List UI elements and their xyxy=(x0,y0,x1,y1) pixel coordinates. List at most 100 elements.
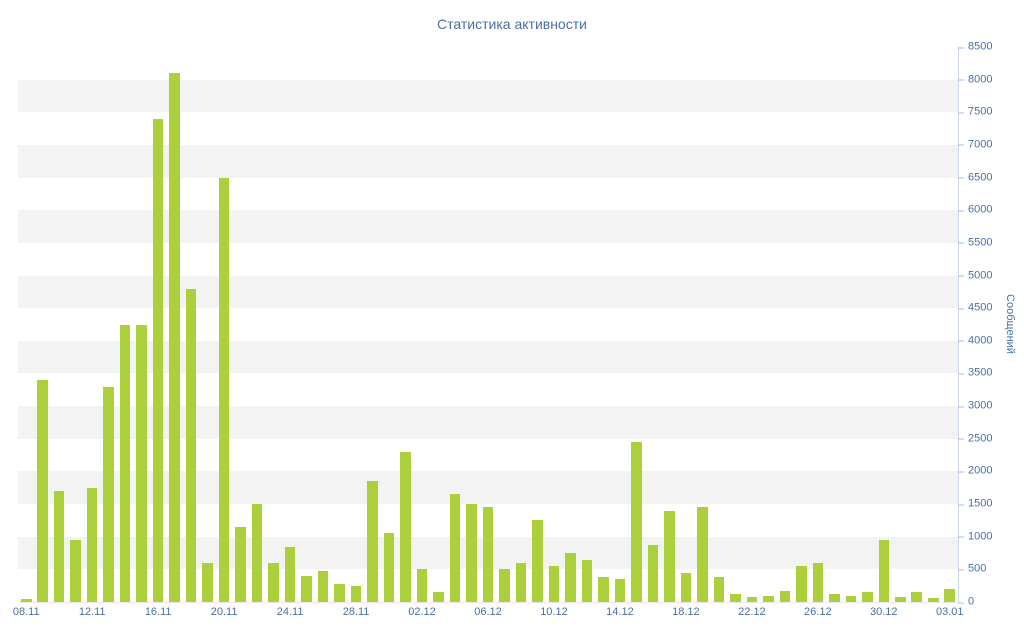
bar-18.12[interactable] xyxy=(680,572,692,602)
plot-area xyxy=(18,47,958,602)
bar-11.12[interactable] xyxy=(565,553,576,602)
bar-31.12[interactable] xyxy=(895,596,906,602)
x-tick-label-10.12: 10.12 xyxy=(540,606,568,618)
bar-09.12[interactable] xyxy=(532,520,543,602)
bar-03.12[interactable] xyxy=(433,592,444,602)
bar-12.12[interactable] xyxy=(581,559,593,602)
grid-band xyxy=(18,79,958,113)
bar-08.11[interactable] xyxy=(20,598,32,602)
y-tick-label-3000: 3000 xyxy=(957,399,993,412)
y-tick-label-0: 0 xyxy=(957,595,975,608)
bar-14.11[interactable] xyxy=(119,324,131,602)
y-tick-label-500: 500 xyxy=(957,562,987,575)
x-tick-label-22.12: 22.12 xyxy=(738,606,766,618)
y-tick-label-7000: 7000 xyxy=(957,138,993,151)
x-tick-label-03.01: 03.01 xyxy=(935,606,964,618)
bar-28.12[interactable] xyxy=(845,596,857,602)
y-tick-label-6500: 6500 xyxy=(957,171,993,184)
x-axis: 08.11 12.11 16.11 20.11 24.11 28.11 02.12 06.12… xyxy=(13,606,964,622)
y-tick-label-7500: 7500 xyxy=(957,105,993,118)
bar-13.11[interactable] xyxy=(103,386,114,602)
bar-29.11[interactable] xyxy=(367,481,378,602)
y-tick-label-4000: 4000 xyxy=(957,334,993,347)
bar-01.01[interactable] xyxy=(911,591,923,602)
grid-band xyxy=(18,47,958,80)
bar-10.11[interactable] xyxy=(53,491,65,602)
bar-20.12[interactable] xyxy=(713,577,725,602)
x-tick-label-24.11: 24.11 xyxy=(276,606,304,618)
bar-21.11[interactable] xyxy=(235,526,246,602)
y-tick-label-3500: 3500 xyxy=(957,366,993,379)
y-tick-label-8500: 8500 xyxy=(957,40,993,53)
bar-27.12[interactable] xyxy=(829,593,840,602)
y-axis-title: Сообщений xyxy=(1004,294,1016,354)
bar-18.11[interactable] xyxy=(185,288,197,602)
bar-06.12[interactable] xyxy=(482,507,494,602)
y-axis-line xyxy=(958,47,959,603)
bar-22.11[interactable] xyxy=(251,504,263,602)
bar-26.11[interactable] xyxy=(317,570,329,602)
y-tick-label-1000: 1000 xyxy=(957,530,993,543)
bar-08.12[interactable] xyxy=(515,562,527,602)
y-tick-label-6000: 6000 xyxy=(957,203,993,216)
y-tick-label-2000: 2000 xyxy=(957,464,993,477)
bar-27.11[interactable] xyxy=(334,583,345,602)
chart-title: Статистика активности xyxy=(437,16,587,32)
bar-23.11[interactable] xyxy=(268,562,279,602)
bar-05.12[interactable] xyxy=(466,504,477,602)
bar-24.12[interactable] xyxy=(779,590,791,602)
bar-29.12[interactable] xyxy=(862,591,873,602)
y-axis: 0 500 1000 1500 2000 2500 3000 3500 4000 4500 5000… xyxy=(957,41,1018,607)
bar-02.12[interactable] xyxy=(416,569,428,602)
bar-16.12[interactable] xyxy=(647,544,659,602)
y-tick-label-2500: 2500 xyxy=(957,432,993,445)
bar-21.12[interactable] xyxy=(730,594,741,602)
bar-09.11[interactable] xyxy=(37,380,48,602)
bar-13.12[interactable] xyxy=(598,577,609,602)
bar-14.12[interactable] xyxy=(614,579,626,602)
bar-07.12[interactable] xyxy=(499,569,510,602)
bar-25.11[interactable] xyxy=(301,575,312,602)
bar-19.12[interactable] xyxy=(697,507,708,602)
x-tick-label-28.11: 28.11 xyxy=(342,606,370,618)
bar-17.12[interactable] xyxy=(664,510,675,602)
x-tick-label-08.11: 08.11 xyxy=(12,606,40,618)
bar-30.12[interactable] xyxy=(878,539,890,602)
y-tick-label-1500: 1500 xyxy=(957,497,993,510)
bar-20.11[interactable] xyxy=(218,177,230,602)
y-tick-label-5000: 5000 xyxy=(957,269,993,282)
y-tick-label-5500: 5500 xyxy=(957,236,993,249)
y-tick-label-4500: 4500 xyxy=(957,301,993,314)
bar-30.11[interactable] xyxy=(383,533,395,602)
bar-23.12[interactable] xyxy=(763,596,774,602)
bar-17.11[interactable] xyxy=(169,73,180,602)
bar-16.11[interactable] xyxy=(152,118,164,602)
x-tick-label-26.12: 26.12 xyxy=(804,606,832,618)
bar-25.12[interactable] xyxy=(796,566,807,602)
bar-19.11[interactable] xyxy=(202,562,213,602)
x-tick-label-18.12: 18.12 xyxy=(672,606,700,618)
bar-03.01[interactable] xyxy=(944,588,956,602)
x-tick-label-30.12: 30.12 xyxy=(870,606,898,618)
bar-15.11[interactable] xyxy=(136,324,147,602)
bar-28.11[interactable] xyxy=(350,585,362,602)
x-tick-label-20.11: 20.11 xyxy=(210,606,238,618)
bar-26.12[interactable] xyxy=(812,562,824,602)
bar-10.12[interactable] xyxy=(548,566,560,602)
bar-12.11[interactable] xyxy=(86,487,98,602)
x-tick-label-14.12: 14.12 xyxy=(606,606,634,618)
x-tick-label-16.11: 16.11 xyxy=(144,606,172,618)
x-tick-label-02.12: 02.12 xyxy=(408,606,436,618)
x-tick-label-12.11: 12.11 xyxy=(78,606,106,618)
bar-15.12[interactable] xyxy=(631,442,642,602)
bar-24.11[interactable] xyxy=(284,546,296,602)
bar-02.01[interactable] xyxy=(927,598,939,602)
bar-04.12[interactable] xyxy=(449,494,461,602)
bar-22.12[interactable] xyxy=(746,596,758,602)
x-tick-label-06.12: 06.12 xyxy=(474,606,502,618)
bar-11.11[interactable] xyxy=(70,539,81,602)
y-tick-label-8000: 8000 xyxy=(957,73,993,86)
bar-01.12[interactable] xyxy=(400,451,411,602)
x-axis-line xyxy=(18,602,959,603)
